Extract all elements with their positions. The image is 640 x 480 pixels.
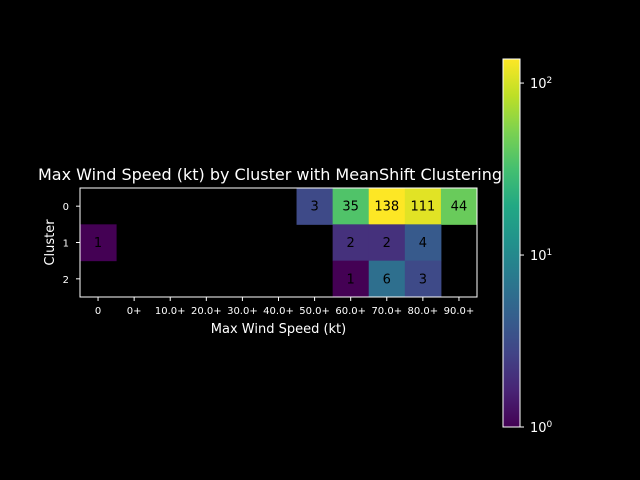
- heatmap-cell: [368, 224, 406, 262]
- x-tick-label: 70.0+: [371, 306, 402, 317]
- x-tick-label: 30.0+: [227, 306, 258, 317]
- cell-value-label: 138: [374, 200, 399, 215]
- heatmap-cell: [404, 224, 442, 262]
- y-axis-ticks: 0 1 2: [63, 202, 80, 286]
- y-tick-label: 0: [63, 202, 69, 213]
- x-axis-label: Max Wind Speed (kt): [211, 322, 346, 337]
- y-axis-label: Cluster: [43, 219, 58, 266]
- heatmap-cell: [332, 224, 370, 262]
- heatmap-cell: [332, 260, 370, 298]
- x-tick-label: 60.0+: [335, 306, 366, 317]
- heatmap-cell: [404, 188, 442, 225]
- cell-value-label: 1: [94, 236, 102, 251]
- cell-value-label: 4: [419, 236, 427, 251]
- chart-title: Max Wind Speed (kt) by Cluster with Mean…: [38, 165, 502, 184]
- x-axis-ticks: 0 0+ 10.0+ 20.0+ 30.0+ 40.0+ 50.0+ 60.0+ 70.0+ 80…: [95, 297, 474, 317]
- x-tick-label: 90.0+: [444, 306, 475, 317]
- heatmap-cell: [332, 188, 370, 225]
- cell-value-label: 1: [347, 272, 355, 287]
- cell-value-label: 2: [383, 236, 391, 251]
- cell-value-label: 2: [347, 236, 355, 251]
- y-tick-label: 2: [63, 275, 69, 286]
- heatmap-cell: [80, 224, 117, 262]
- heatmap-cell: [368, 188, 406, 225]
- cell-value-label: 35: [342, 200, 359, 215]
- colorbar-tick-label: 100: [530, 420, 553, 436]
- colorbar-tick-label: 101: [530, 248, 552, 264]
- x-tick-label: 20.0+: [191, 306, 222, 317]
- colorbar: [502, 58, 521, 428]
- heatmap-cells: [80, 188, 478, 298]
- x-tick-label: 40.0+: [263, 306, 294, 317]
- colorbar-tick-label: 102: [530, 76, 552, 92]
- x-tick-label: 0: [95, 306, 101, 317]
- x-tick-label: 80.0+: [408, 306, 439, 317]
- colorbar-ticks: 100 101 102: [520, 76, 553, 436]
- cell-value-label: 44: [451, 200, 468, 215]
- cell-value-label: 111: [410, 200, 435, 215]
- x-tick-label: 10.0+: [155, 306, 186, 317]
- heatmap-cell-labels: 3 35 138 111 44 1 2 2 4 1 6 3: [94, 200, 467, 288]
- y-tick-label: 1: [63, 239, 69, 250]
- heatmap-cell: [368, 260, 406, 298]
- cell-value-label: 3: [419, 272, 427, 287]
- heatmap-cell: [296, 188, 334, 225]
- cell-value-label: 6: [383, 272, 391, 287]
- x-tick-label: 50.0+: [299, 306, 330, 317]
- heatmap-cell: [404, 260, 442, 298]
- heatmap-cell: [440, 188, 478, 225]
- cell-value-label: 3: [310, 200, 318, 215]
- x-tick-label: 0+: [127, 306, 142, 317]
